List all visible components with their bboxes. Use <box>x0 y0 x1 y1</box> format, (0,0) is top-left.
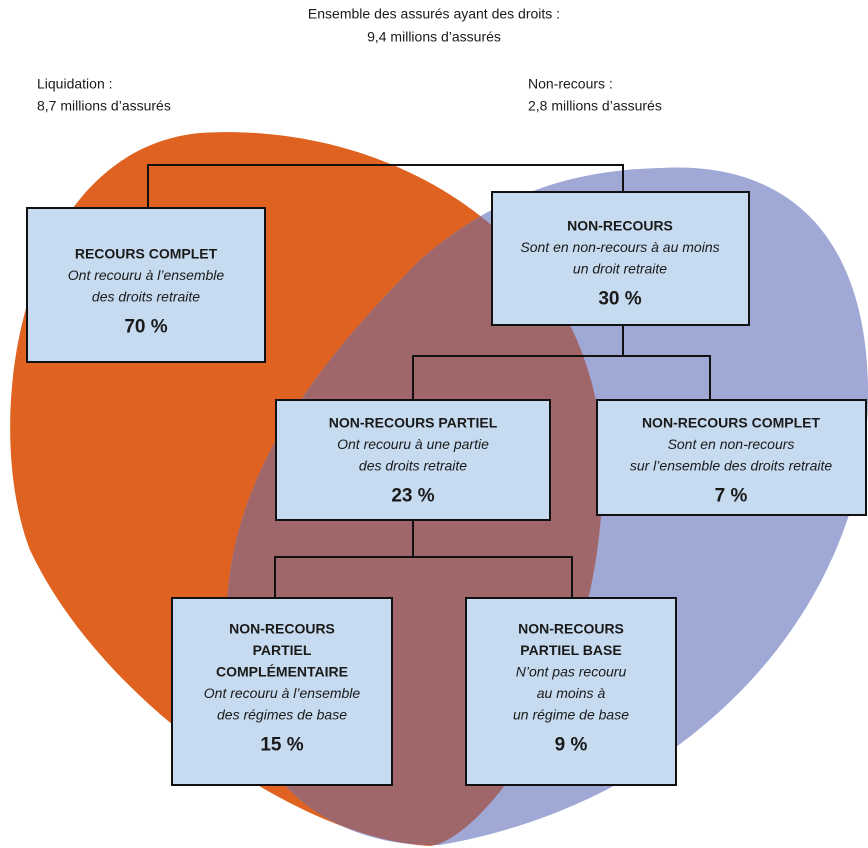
node-box <box>275 399 551 521</box>
node-title: NON-RECOURS <box>567 218 673 234</box>
node-share: 30 % <box>598 289 641 310</box>
header-line: Ensemble des assurés ayant des droits : <box>308 6 560 22</box>
node-box <box>465 597 677 786</box>
node-description: un régime de base <box>513 707 629 723</box>
node-share: 9 % <box>555 735 588 756</box>
node-description: des droits retraite <box>92 289 200 305</box>
node-title: PARTIEL BASE <box>520 642 621 658</box>
node-box <box>26 207 266 363</box>
node-description: sur l’ensemble des droits retraite <box>630 458 833 474</box>
node-share: 15 % <box>260 735 303 756</box>
header-line: 9,4 millions d’assurés <box>367 29 501 45</box>
node-description: un droit retraite <box>573 261 667 277</box>
node-title: NON-RECOURS COMPLET <box>642 415 821 431</box>
node-box <box>491 191 750 326</box>
node-description: Ont recouru à l’ensemble <box>68 267 225 283</box>
right-label: Non-recours : <box>528 76 613 92</box>
node-description: N’ont pas recouru <box>516 664 627 680</box>
node-title: NON-RECOURS <box>229 621 335 637</box>
node-box <box>171 597 393 786</box>
node-description: Ont recouru à l’ensemble <box>204 685 361 701</box>
node-description: Ont recouru à une partie <box>337 436 489 452</box>
node-share: 7 % <box>715 486 748 507</box>
left-label: Liquidation : <box>37 76 113 92</box>
node-box <box>596 399 867 516</box>
node-description: Sont en non-recours à au moins <box>520 239 719 255</box>
node-title: NON-RECOURS PARTIEL <box>329 415 498 431</box>
left-label: 8,7 millions d’assurés <box>37 98 171 114</box>
node-title: PARTIEL <box>253 642 312 658</box>
node-share: 70 % <box>124 317 167 338</box>
node-title: COMPLÉMENTAIRE <box>216 664 348 680</box>
right-label: 2,8 millions d’assurés <box>528 98 662 114</box>
connectors <box>147 164 711 598</box>
node-description: Sont en non-recours <box>668 436 795 452</box>
node-title: NON-RECOURS <box>518 621 624 637</box>
node-description: des droits retraite <box>359 458 467 474</box>
node-title: RECOURS COMPLET <box>75 246 218 262</box>
node-description: au moins à <box>537 685 606 701</box>
node-description: des régimes de base <box>217 707 347 723</box>
node-share: 23 % <box>391 486 434 507</box>
